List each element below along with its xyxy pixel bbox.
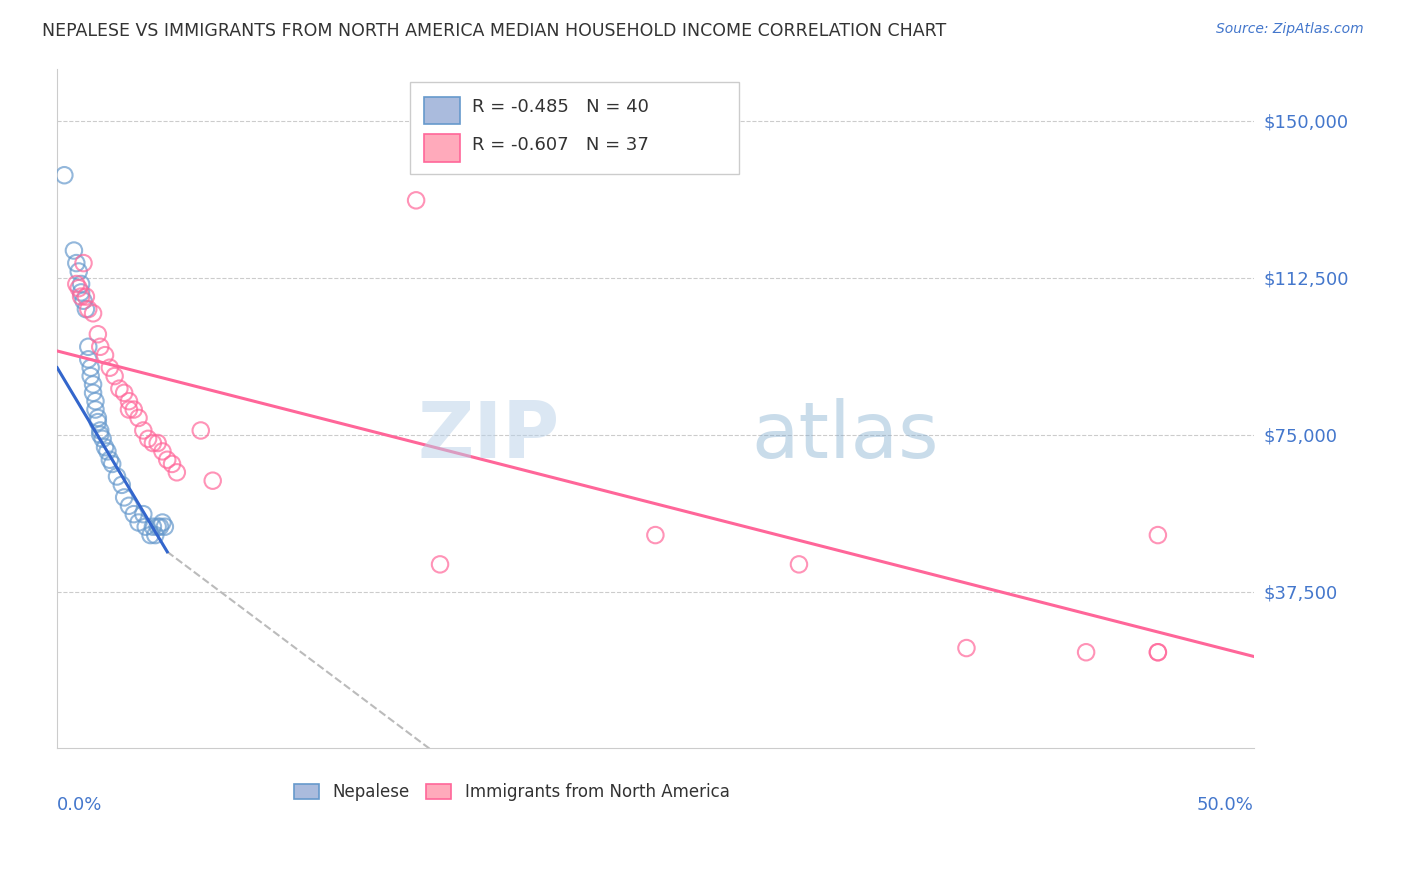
Point — [94, 348, 117, 362]
Point — [128, 516, 150, 530]
Point — [128, 411, 150, 425]
Point — [112, 385, 135, 400]
Bar — [425, 97, 460, 124]
Point — [89, 424, 111, 438]
Point — [96, 444, 118, 458]
Point — [139, 528, 162, 542]
Point — [152, 516, 174, 530]
Point — [72, 293, 94, 308]
Point — [160, 457, 183, 471]
Point — [1147, 645, 1170, 659]
Point — [118, 499, 141, 513]
Point — [72, 256, 94, 270]
Text: ZIP: ZIP — [418, 398, 560, 474]
Point — [644, 528, 666, 542]
Point — [108, 382, 131, 396]
Point — [118, 394, 141, 409]
Point — [70, 285, 93, 300]
Point — [136, 432, 159, 446]
Point — [75, 289, 97, 303]
Point — [94, 440, 117, 454]
Legend: Nepalese, Immigrants from North America: Nepalese, Immigrants from North America — [287, 777, 737, 808]
Point — [152, 444, 174, 458]
Point — [122, 402, 145, 417]
Point — [429, 558, 451, 572]
Text: R = -0.485   N = 40: R = -0.485 N = 40 — [472, 98, 650, 116]
Text: 0.0%: 0.0% — [58, 796, 103, 814]
Point — [1147, 645, 1170, 659]
Point — [111, 478, 134, 492]
Point — [142, 519, 165, 533]
FancyBboxPatch shape — [411, 82, 740, 174]
Text: Source: ZipAtlas.com: Source: ZipAtlas.com — [1216, 22, 1364, 37]
Point — [79, 369, 101, 384]
Point — [84, 402, 107, 417]
Point — [63, 244, 86, 258]
Point — [82, 385, 104, 400]
Point — [955, 641, 977, 656]
Point — [104, 369, 127, 384]
Point — [112, 491, 135, 505]
Point — [105, 469, 128, 483]
Point — [53, 168, 76, 182]
Point — [70, 277, 93, 291]
Point — [79, 360, 101, 375]
Point — [77, 352, 100, 367]
Point — [75, 302, 97, 317]
Point — [98, 360, 121, 375]
Point — [89, 340, 111, 354]
Point — [190, 424, 212, 438]
Point — [77, 302, 100, 317]
Point — [82, 377, 104, 392]
Point — [67, 264, 90, 278]
Point — [82, 306, 104, 320]
Point — [146, 519, 169, 533]
Point — [149, 519, 172, 533]
Point — [65, 277, 87, 291]
Point — [65, 256, 87, 270]
Text: atlas: atlas — [751, 398, 939, 474]
Text: R = -0.607   N = 37: R = -0.607 N = 37 — [472, 136, 650, 153]
Point — [132, 507, 155, 521]
Point — [67, 281, 90, 295]
Point — [132, 424, 155, 438]
Point — [77, 340, 100, 354]
Point — [156, 452, 179, 467]
Point — [142, 436, 165, 450]
Point — [153, 519, 176, 533]
Text: 50.0%: 50.0% — [1197, 796, 1254, 814]
Point — [87, 411, 110, 425]
Point — [787, 558, 810, 572]
Point — [98, 452, 121, 467]
Point — [1147, 528, 1170, 542]
Point — [122, 507, 145, 521]
Bar — [425, 135, 460, 161]
Point — [143, 528, 166, 542]
Point — [201, 474, 224, 488]
Point — [1074, 645, 1097, 659]
Point — [405, 194, 427, 208]
Point — [70, 289, 93, 303]
Point — [166, 465, 188, 479]
Point — [84, 394, 107, 409]
Text: NEPALESE VS IMMIGRANTS FROM NORTH AMERICA MEDIAN HOUSEHOLD INCOME CORRELATION CH: NEPALESE VS IMMIGRANTS FROM NORTH AMERIC… — [42, 22, 946, 40]
Point — [118, 402, 141, 417]
Point — [146, 436, 169, 450]
Point — [87, 327, 110, 342]
Point — [135, 519, 157, 533]
Point — [87, 415, 110, 429]
Point — [89, 427, 111, 442]
Point — [91, 432, 114, 446]
Point — [101, 457, 124, 471]
